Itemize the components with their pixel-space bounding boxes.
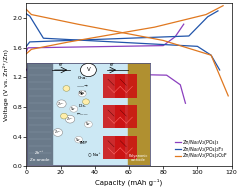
X-axis label: Capacity (mAh g⁻¹): Capacity (mAh g⁻¹) (95, 178, 163, 186)
Legend: Zn/Na₃V₂(PO₄)₃, Zn/Na₃V₂(PO₄)₂F₃, Zn/Na₃V₂(PO₄)₂O₂F: Zn/Na₃V₂(PO₄)₃, Zn/Na₃V₂(PO₄)₂F₃, Zn/Na₃… (174, 138, 229, 160)
Y-axis label: Voltage (V vs. Zn²⁺/Zn): Voltage (V vs. Zn²⁺/Zn) (3, 49, 9, 121)
